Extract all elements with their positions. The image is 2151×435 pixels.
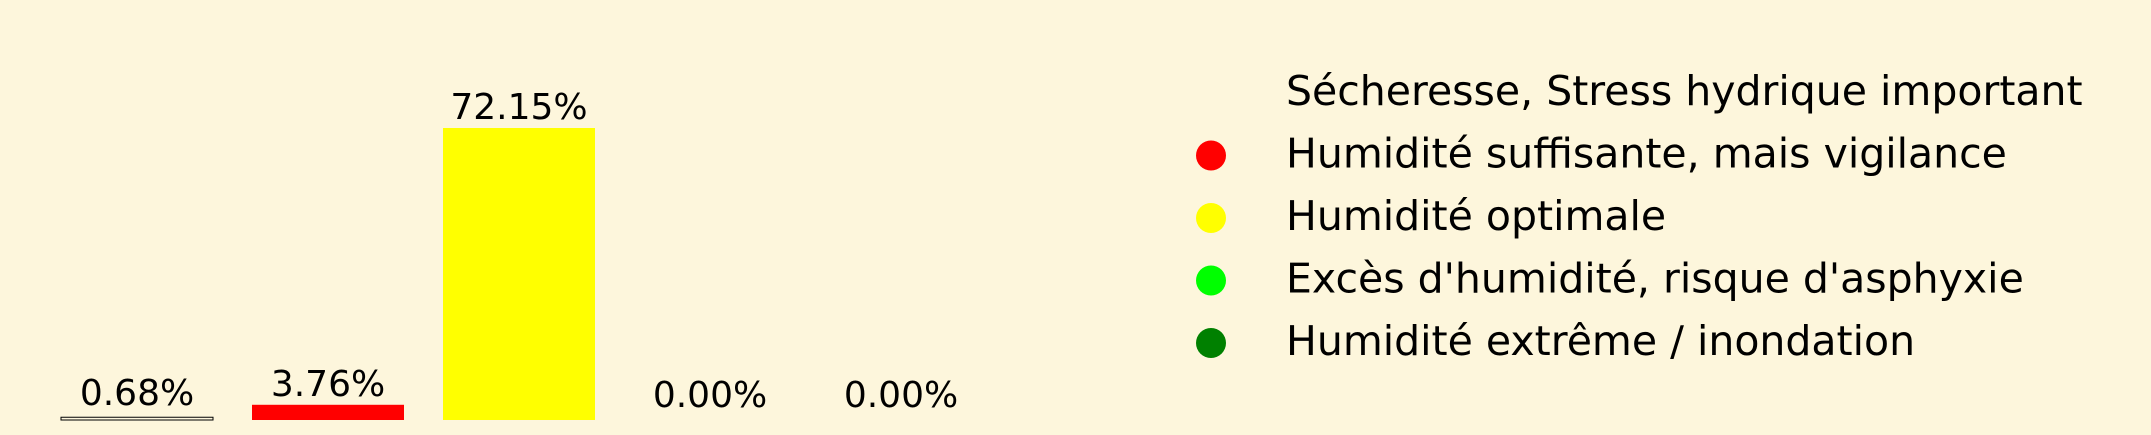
bars-layer — [60, 128, 595, 421]
bar-value-label-1: 0.68% — [80, 373, 194, 414]
legend-label-humidite-extreme-inondation: Humidité extrême / inondation — [1286, 317, 1915, 365]
legend-label-exces-d-humidite-risque-d-asphyxie: Excès d'humidité, risque d'asphyxie — [1286, 255, 2024, 303]
legend-marker-humidite-optimale — [1196, 203, 1226, 233]
legend-label-secheresse-stress-hydrique-important: Sécheresse, Stress hydrique important — [1286, 67, 2083, 115]
legend-marker-exces-d-humidite-risque-d-asphyxie — [1196, 265, 1226, 296]
bar-value-label-4: 0.00% — [653, 375, 767, 416]
bar-humidite-suffisante-mais-vigilance — [252, 404, 404, 420]
bar-secheresse-stress-hydrique-important — [60, 416, 214, 421]
legend-label-humidite-optimale: Humidité optimale — [1286, 192, 1666, 240]
legend-marker-humidite-suffisante-mais-vigilance — [1196, 140, 1226, 171]
legend-marker-secheresse-stress-hydrique-important — [1196, 78, 1226, 108]
bar-value-label-5: 0.00% — [844, 375, 958, 416]
legend-label-humidite-suffisante-mais-vigilance: Humidité suffisante, mais vigilance — [1286, 130, 2007, 178]
value-labels-layer: 0.68% 3.76% 72.15% 0.00% 0.00% — [80, 87, 958, 416]
bar-value-label-3: 72.15% — [450, 87, 587, 128]
legend: Sécheresse, Stress hydrique important Hum… — [1196, 67, 2083, 365]
bar-value-label-2: 3.76% — [271, 364, 385, 405]
bar-humidite-optimale — [443, 128, 595, 420]
legend-marker-humidite-extreme-inondation — [1196, 328, 1226, 358]
